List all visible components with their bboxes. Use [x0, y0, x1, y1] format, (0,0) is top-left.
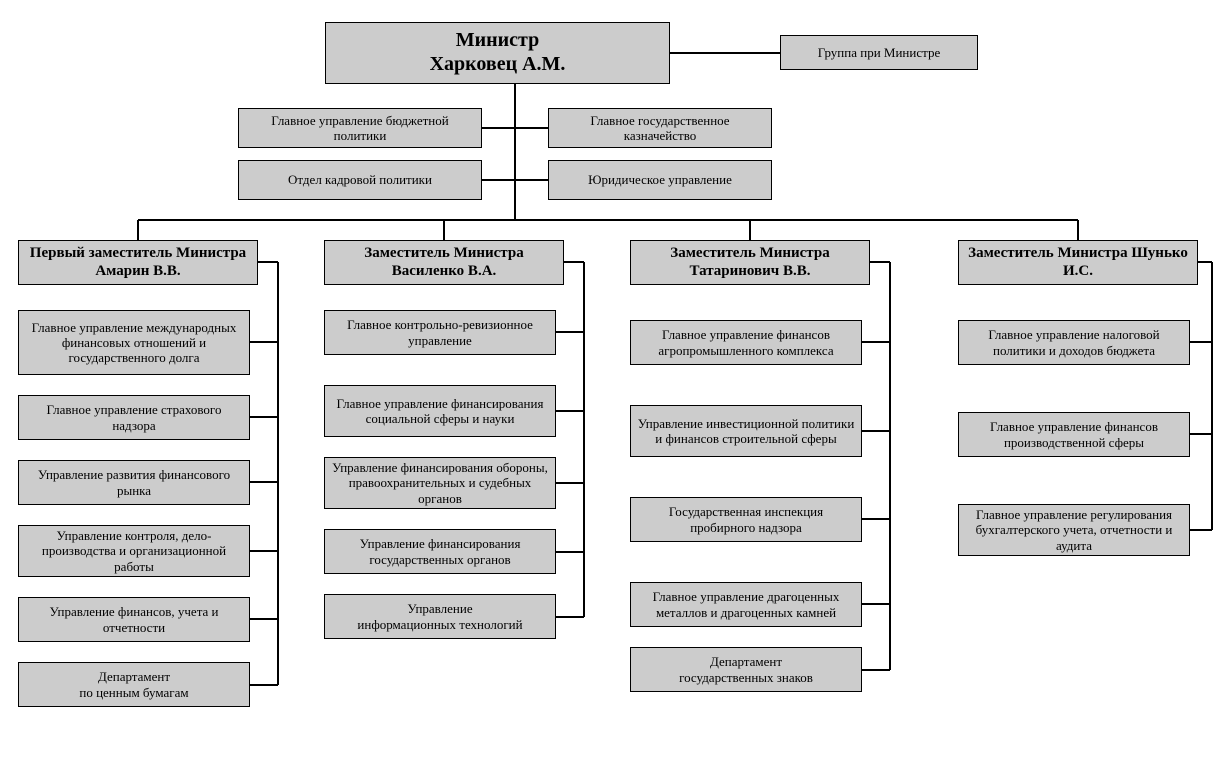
node-d2-1: Главное контрольно-ревизионное управлени…: [324, 310, 556, 355]
node-dep4-head: Заместитель Министра Шунько И.С.: [958, 240, 1198, 285]
node-d1-1: Главное управление международных финансо…: [18, 310, 250, 375]
node-d3-3: Государственная инспекция пробирного над…: [630, 497, 862, 542]
org-chart-stage: МинистрХарковец А.М. Группа при Министре Г…: [0, 0, 1220, 780]
node-d4-3: Главное управление регулирования бухгалт…: [958, 504, 1190, 556]
node-d2-3: Управление финансирования обороны, право…: [324, 457, 556, 509]
node-d2-4: Управление финансирования государственны…: [324, 529, 556, 574]
node-group: Группа при Министре: [780, 35, 978, 70]
node-d1-3: Управление развития финансового рынка: [18, 460, 250, 505]
node-d3-5: Департаментгосударственных знаков: [630, 647, 862, 692]
node-d3-2: Управление инвестиционной политики и фин…: [630, 405, 862, 457]
node-treasury: Главное государственное казначейство: [548, 108, 772, 148]
node-d2-5: Управлениеинформационных технологий: [324, 594, 556, 639]
node-d4-1: Главное управление налоговой политики и …: [958, 320, 1190, 365]
node-minister: МинистрХарковец А.М.: [325, 22, 670, 84]
node-d4-2: Главное управление финансов производстве…: [958, 412, 1190, 457]
node-d1-4: Управление контроля, дело-производства и…: [18, 525, 250, 577]
node-d3-4: Главное управление драгоценных металлов …: [630, 582, 862, 627]
node-dep2-head: Заместитель Министра Василенко В.А.: [324, 240, 564, 285]
node-d1-2: Главное управление страхового надзора: [18, 395, 250, 440]
node-d1-5: Управление финансов, учета и отчетности: [18, 597, 250, 642]
node-legal: Юридическое управление: [548, 160, 772, 200]
node-d1-6: Департаментпо ценным бумагам: [18, 662, 250, 707]
node-d3-1: Главное управление финансов агропромышле…: [630, 320, 862, 365]
node-hr: Отдел кадровой политики: [238, 160, 482, 200]
node-dep1-head: Первый заместитель Министра Амарин В.В.: [18, 240, 258, 285]
node-dep3-head: Заместитель Министра Татаринович В.В.: [630, 240, 870, 285]
node-d2-2: Главное управление финансирования социал…: [324, 385, 556, 437]
node-budget-policy: Главное управление бюджетной политики: [238, 108, 482, 148]
